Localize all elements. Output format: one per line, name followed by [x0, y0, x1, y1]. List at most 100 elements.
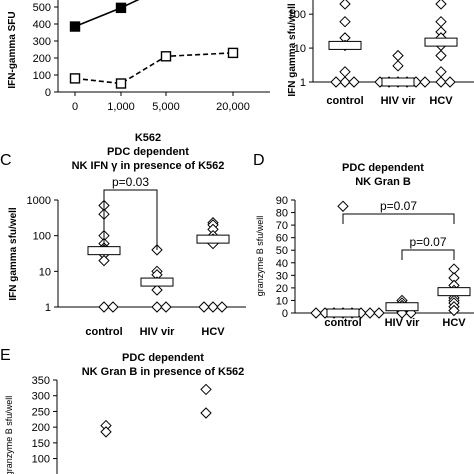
panel-b-median-bar [328, 40, 362, 50]
panel-a-x-tick-label: 20,000 [216, 101, 250, 113]
panel-c-data-point [198, 301, 210, 313]
panel-b-y-tick-label: 100 [288, 9, 306, 21]
panel-a-y-tick-label: 500 [33, 2, 51, 14]
panel-a-series-2-marker [115, 78, 127, 89]
panel-d-data-point [373, 307, 385, 319]
panel-a-y-axis-label: IFN-gamma SFU [7, 11, 18, 88]
panel-d-y-tick-label: 20 [276, 283, 288, 295]
panel-b-y-tick-label: 1 [300, 77, 306, 89]
panel-c-median-bar [196, 234, 230, 244]
panel-e-y-tick-label: 200 [32, 422, 50, 434]
panel-d-data-point [337, 200, 349, 212]
panel-d-data-point [448, 304, 460, 317]
panel-e: E PDC dependent NK Gran B in presence of… [0, 347, 244, 474]
panel-b-data-point [444, 76, 456, 88]
panel-e-data-point [200, 407, 212, 419]
panel-d-letter: D [253, 152, 265, 169]
panel-b-data-point [392, 49, 404, 62]
panel-b-category-label: HCV [429, 95, 453, 107]
panel-c-data-point [151, 284, 163, 296]
panel-a-series-2-marker [160, 51, 172, 62]
panel-d-category-label: control [324, 317, 361, 329]
panel-d-y-tick-label: 90 [276, 195, 288, 207]
panel-b-median-bar [424, 37, 458, 47]
panel-c-p-value-label: p=0.03 [112, 175, 149, 189]
panel-e-y-tick-label: 250 [32, 406, 50, 418]
panel-b-data-point [392, 60, 404, 72]
panel-c-data-point [98, 301, 110, 313]
panel-d-y-tick-label: 0 [282, 308, 288, 320]
panel-b-data-point [339, 0, 351, 10]
panel-e-data-point [200, 383, 212, 396]
panel-d-data-point [310, 307, 322, 319]
panel-b-data-point [348, 76, 360, 88]
panel-e-y-tick-label: 150 [32, 438, 50, 450]
panel-c-y-tick-label: 1000 [27, 195, 51, 207]
panel-d-title-line-1: PDC dependent [342, 162, 424, 174]
panel-b-data-point [339, 76, 351, 88]
panel-e-title-line-1: PDC dependent [122, 352, 204, 364]
panel-c-y-tick-label: 10 [39, 266, 51, 278]
panel-c-title-line-3: NK IFN γ in presence of K562 [72, 160, 225, 172]
panel-b-data-point [435, 15, 447, 28]
panel-e-y-tick-label: 350 [32, 375, 50, 387]
panel-b-data-point [330, 76, 342, 88]
panel-d-median-bar [437, 287, 471, 297]
panel-c-data-point [207, 301, 219, 313]
panel-c-median-bar [87, 246, 121, 256]
panel-a-series-1-marker [69, 21, 81, 32]
panel-e-data-point [100, 426, 112, 438]
panel-b-data-point [435, 49, 447, 62]
panel-a-y-tick-label: 200 [33, 53, 51, 65]
panel-d-y-tick-label: 60 [276, 233, 288, 245]
panel-b-data-point [435, 66, 447, 78]
panel-a-y-tick-label: 0 [45, 87, 51, 99]
panel-a-series-2-marker [227, 47, 239, 59]
panel-c-data-point [216, 301, 228, 313]
panel-d-significance-bracket [401, 249, 455, 260]
panel-d-y-tick-label: 10 [276, 295, 288, 307]
panel-c-category-label: HIV vir [140, 326, 176, 338]
panel-a-series-1-marker [115, 2, 127, 14]
panel-a-x-tick-label: 5,000 [152, 101, 180, 113]
panel-d-data-point [364, 307, 376, 319]
panel-c-significance-bracket [103, 189, 158, 250]
panel-b-category-label: control [326, 95, 363, 107]
panel-b-data-point [339, 66, 351, 78]
panel-d-y-tick-label: 30 [276, 270, 288, 282]
panel-c-data-point [160, 301, 172, 313]
panel-a-series-2-line [74, 52, 234, 85]
panel-a-y-tick-label: 300 [33, 36, 51, 48]
panel-b-data-point [435, 76, 447, 88]
panel-e-y-tick-label: 300 [32, 391, 50, 403]
panel-d-median-bar [385, 302, 419, 312]
panel-c-category-label: control [85, 326, 122, 338]
panel-b-data-point [435, 0, 447, 10]
panel-d-y-tick-label: 50 [276, 245, 288, 257]
panel-a-y-tick-label: 100 [33, 70, 51, 82]
panel-a: IFN-gamma SFU 010020030040050060001,0005… [7, 0, 270, 113]
panel-d-p-value-label: p=0.07 [409, 235, 446, 249]
panel-d-median-bar [326, 308, 360, 318]
panel-c: C K562 PDC dependent NK IFN γ in presenc… [0, 132, 246, 338]
panel-a-series-2-marker [69, 73, 81, 84]
panel-b-median-bar [381, 77, 415, 87]
panel-d-y-tick-label: 80 [276, 208, 288, 220]
panel-b-category-label: HIV vir [381, 95, 417, 107]
panel-d-y-tick-label: 70 [276, 220, 288, 232]
panel-b-y-tick-label: 10 [294, 43, 306, 55]
panel-c-title-line-1: K562 [135, 132, 161, 144]
panel-c-title-line-2: PDC dependent [107, 146, 189, 158]
panel-e-y-axis-label: granzyme B sfu/well [4, 396, 14, 474]
panel-b-data-point [419, 76, 431, 88]
panel-a-y-tick-label: 400 [33, 19, 51, 31]
panel-d: D PDC dependent NK Gran B granzyme B sfu… [253, 152, 474, 329]
panel-b-y-axis-label: IFN gamma sfu/well [287, 3, 298, 97]
panel-d-significance-bracket [342, 213, 455, 224]
panel-d-y-axis-label: granzyme B sfu/well [255, 216, 265, 297]
panel-c-data-point [98, 254, 110, 267]
panel-c-letter: C [0, 152, 12, 169]
panel-a-x-tick-label: 0 [72, 101, 78, 113]
panel-e-y-tick-label: 100 [32, 454, 50, 466]
panel-d-p-value-label: p=0.07 [380, 199, 417, 213]
